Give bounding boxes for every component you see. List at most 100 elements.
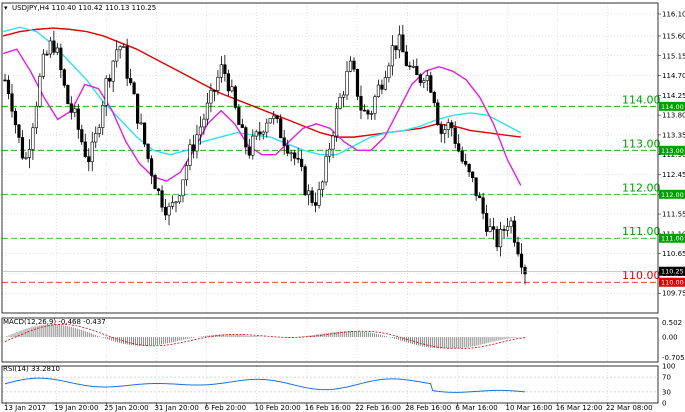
- moving-averages: [2, 26, 522, 186]
- price-tick-label: 109.75: [662, 290, 685, 298]
- candle-body: [31, 127, 35, 150]
- candle-body: [331, 135, 335, 150]
- candle-body: [160, 190, 164, 208]
- candle-body: [359, 96, 363, 111]
- candle-body: [485, 213, 489, 232]
- candle-body: [83, 141, 87, 157]
- candle-body: [320, 181, 325, 190]
- candle-body: [254, 131, 258, 137]
- macd-header: MACD(12,26,9) -0.468 -0.437: [3, 318, 106, 326]
- time-tick-label: 6 Feb 20:00: [205, 404, 246, 412]
- candle-body: [509, 220, 513, 227]
- candle-body: [272, 115, 276, 119]
- candle-body: [80, 129, 84, 143]
- rsi-header: RSI(14) 33.2810: [3, 365, 60, 373]
- candle-body: [387, 65, 391, 78]
- candle-body: [519, 253, 524, 268]
- rsi-tick-label: 30: [662, 388, 671, 396]
- candle-body: [38, 76, 42, 107]
- candle-body: [139, 122, 143, 125]
- candle-body: [108, 78, 112, 82]
- candle-body: [52, 40, 56, 53]
- candle-body: [453, 127, 457, 144]
- grid: [2, 3, 658, 403]
- candle-body: [446, 122, 450, 130]
- symbol-dropdown-icon[interactable]: ▾: [4, 4, 8, 12]
- candle-body: [149, 158, 154, 176]
- candle-body: [495, 229, 499, 248]
- candle-body: [383, 77, 388, 90]
- candle-body: [505, 226, 510, 231]
- candle-body: [362, 109, 367, 112]
- candle-body: [129, 78, 133, 84]
- time-tick-label: 13 Jan 2017: [4, 404, 46, 412]
- time-axis: 13 Jan 2017 19 Jan 20:00 25 Jan 20:00 31 Ja…: [4, 403, 653, 412]
- level-tag: [659, 101, 685, 111]
- candle-body: [460, 150, 464, 162]
- candle-body: [317, 189, 321, 206]
- candle-body: [212, 90, 216, 92]
- price-tick-label: 116.10: [662, 10, 685, 18]
- candle-body: [415, 65, 419, 75]
- panel-frame: [1, 2, 659, 314]
- candle-body: [450, 122, 454, 129]
- candle-body: [17, 124, 21, 138]
- level-tag-text: 113.00: [661, 147, 684, 155]
- candle-body: [226, 73, 230, 92]
- candle-body: [488, 226, 492, 232]
- candle-body: [163, 206, 168, 216]
- candle-body: [24, 157, 28, 159]
- candle-body: [62, 69, 66, 86]
- candle-body: [122, 46, 126, 48]
- time-tick-label: 10 Feb 20:00: [255, 404, 301, 412]
- candle-body: [314, 202, 318, 206]
- level-label: 114.00: [622, 93, 661, 106]
- candle-body: [341, 94, 346, 98]
- price-tick-label: 112.45: [662, 171, 685, 179]
- candle-body: [233, 86, 237, 108]
- candle-body: [464, 160, 468, 165]
- time-tick-label: 19 Jan 20:00: [54, 404, 98, 412]
- level-tag-text: 111.00: [661, 235, 684, 243]
- candle-body: [429, 75, 433, 93]
- candle-body: [474, 177, 478, 197]
- candle-body: [115, 49, 119, 62]
- candle-body: [279, 118, 283, 139]
- candles: [3, 24, 527, 285]
- price-tick-label: 110.65: [662, 250, 685, 258]
- candle-body: [125, 46, 129, 79]
- candle-body: [300, 158, 304, 167]
- candle-body: [247, 146, 251, 156]
- candle-body: [261, 131, 265, 135]
- candle-body: [90, 141, 94, 163]
- candle-body: [275, 115, 279, 119]
- price-tick-label: 114.70: [662, 72, 685, 80]
- price-tick-label: 113.80: [662, 112, 685, 120]
- level-tag-text: 110.00: [661, 279, 684, 287]
- candle-body: [324, 155, 328, 183]
- panel-frame: [1, 317, 659, 363]
- price-tick-label: 112.90: [662, 151, 685, 159]
- candle-body: [48, 40, 52, 55]
- candle-body: [467, 164, 471, 173]
- candle-body: [286, 145, 290, 154]
- current-price-tag: [659, 266, 685, 276]
- candle-body: [101, 105, 105, 128]
- candle-body: [303, 166, 307, 196]
- candle-body: [251, 135, 255, 156]
- candle-body: [471, 171, 475, 179]
- price-tick-label: 113.35: [662, 131, 685, 139]
- candle-body: [223, 64, 227, 74]
- candle-body: [436, 102, 440, 126]
- candle-body: [338, 96, 342, 109]
- candle-body: [10, 93, 14, 112]
- candle-body: [439, 124, 443, 134]
- candle-body: [244, 127, 248, 148]
- price-tick-label: 111.55: [662, 211, 685, 219]
- candle-body: [97, 127, 101, 134]
- candle-body: [167, 206, 171, 216]
- candle-body: [170, 202, 175, 207]
- candle-body: [491, 226, 496, 230]
- price-tick-label: 115.60: [662, 32, 685, 40]
- candle-body: [293, 152, 297, 159]
